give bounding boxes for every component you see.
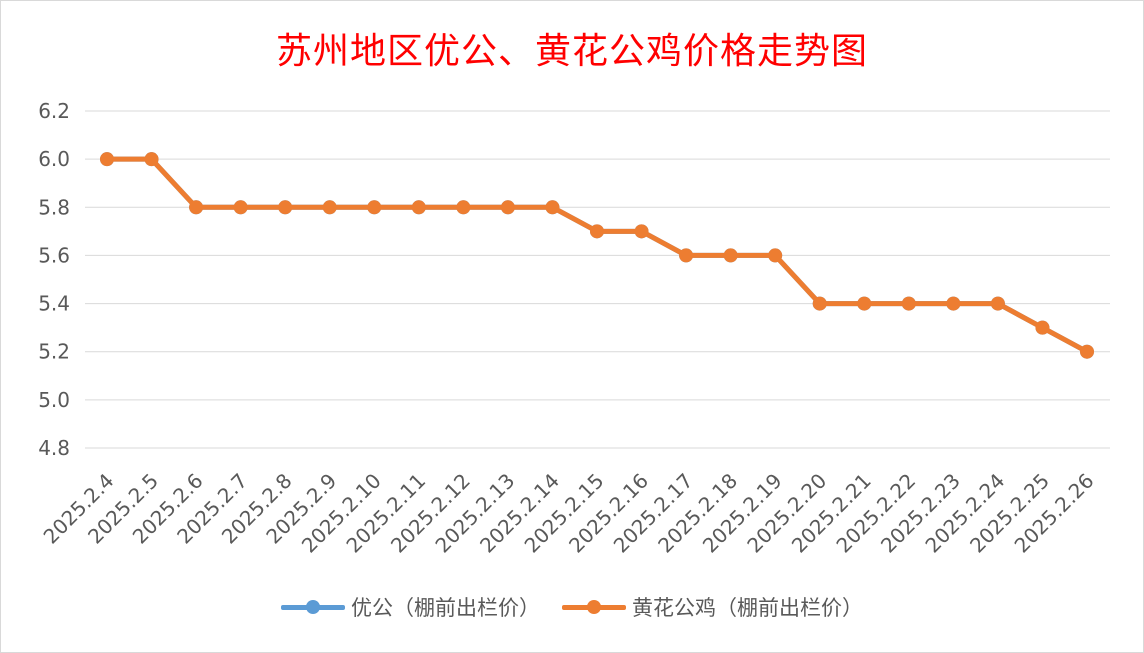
- data-point-series-2[interactable]: [278, 200, 293, 215]
- legend: 优公（棚前出栏价） 黄花公鸡（棚前出栏价）: [0, 592, 1144, 622]
- data-point-series-2[interactable]: [946, 296, 961, 311]
- legend-label-series-1: 优公（棚前出栏价）: [351, 596, 540, 620]
- data-point-series-2[interactable]: [857, 296, 872, 311]
- data-point-series-2[interactable]: [100, 152, 114, 167]
- legend-item-series-2[interactable]: 黄花公鸡（棚前出栏价）: [562, 592, 863, 622]
- y-tick-label: 5.0: [38, 388, 70, 412]
- data-point-series-2[interactable]: [545, 200, 560, 215]
- legend-swatch-series-2: [562, 600, 626, 614]
- y-tick-label: 5.8: [38, 195, 70, 219]
- chart-title: 苏州地区优公、黄花公鸡价格走势图: [275, 31, 868, 72]
- data-point-series-2[interactable]: [990, 296, 1005, 311]
- data-point-series-2[interactable]: [456, 200, 471, 215]
- legend-label-series-2: 黄花公鸡（棚前出栏价）: [632, 596, 863, 620]
- data-point-series-2[interactable]: [322, 200, 337, 215]
- data-point-series-2[interactable]: [233, 200, 248, 215]
- data-point-series-2[interactable]: [500, 200, 515, 215]
- data-point-series-2[interactable]: [590, 224, 604, 239]
- y-tick-label: 5.6: [38, 243, 70, 267]
- series-layer: [100, 152, 1094, 359]
- legend-swatch-series-1: [281, 600, 345, 614]
- y-tick-label: 5.2: [38, 340, 70, 364]
- data-point-series-2[interactable]: [189, 200, 204, 215]
- data-point-series-2[interactable]: [1080, 344, 1094, 359]
- data-point-series-2[interactable]: [634, 224, 649, 239]
- legend-item-series-1[interactable]: 优公（棚前出栏价）: [281, 592, 540, 622]
- data-point-series-2[interactable]: [768, 248, 783, 263]
- data-point-series-2[interactable]: [411, 200, 426, 215]
- x-axis-tick-labels: 2025.2.42025.2.52025.2.62025.2.72025.2.8…: [39, 469, 1099, 558]
- data-point-series-2[interactable]: [812, 296, 827, 311]
- y-tick-label: 6.0: [38, 147, 70, 171]
- data-point-series-2[interactable]: [1035, 320, 1050, 335]
- y-tick-label: 6.2: [38, 99, 70, 123]
- data-point-series-2[interactable]: [901, 296, 916, 311]
- data-point-series-2[interactable]: [723, 248, 738, 263]
- y-tick-label: 4.8: [38, 436, 70, 460]
- data-point-series-2[interactable]: [144, 152, 159, 167]
- data-point-series-2[interactable]: [679, 248, 694, 263]
- gridlines: [85, 110, 1110, 449]
- data-point-series-2[interactable]: [367, 200, 382, 215]
- y-tick-label: 5.4: [38, 292, 70, 316]
- y-axis-tick-labels: 4.8 5.0 5.2 5.4 5.6 5.8 6.0 6.2: [38, 99, 70, 460]
- line-chart: 4.8 5.0 5.2 5.4 5.6 5.8 6.0 6.2 2025.2.42025.2.…: [38, 99, 1110, 558]
